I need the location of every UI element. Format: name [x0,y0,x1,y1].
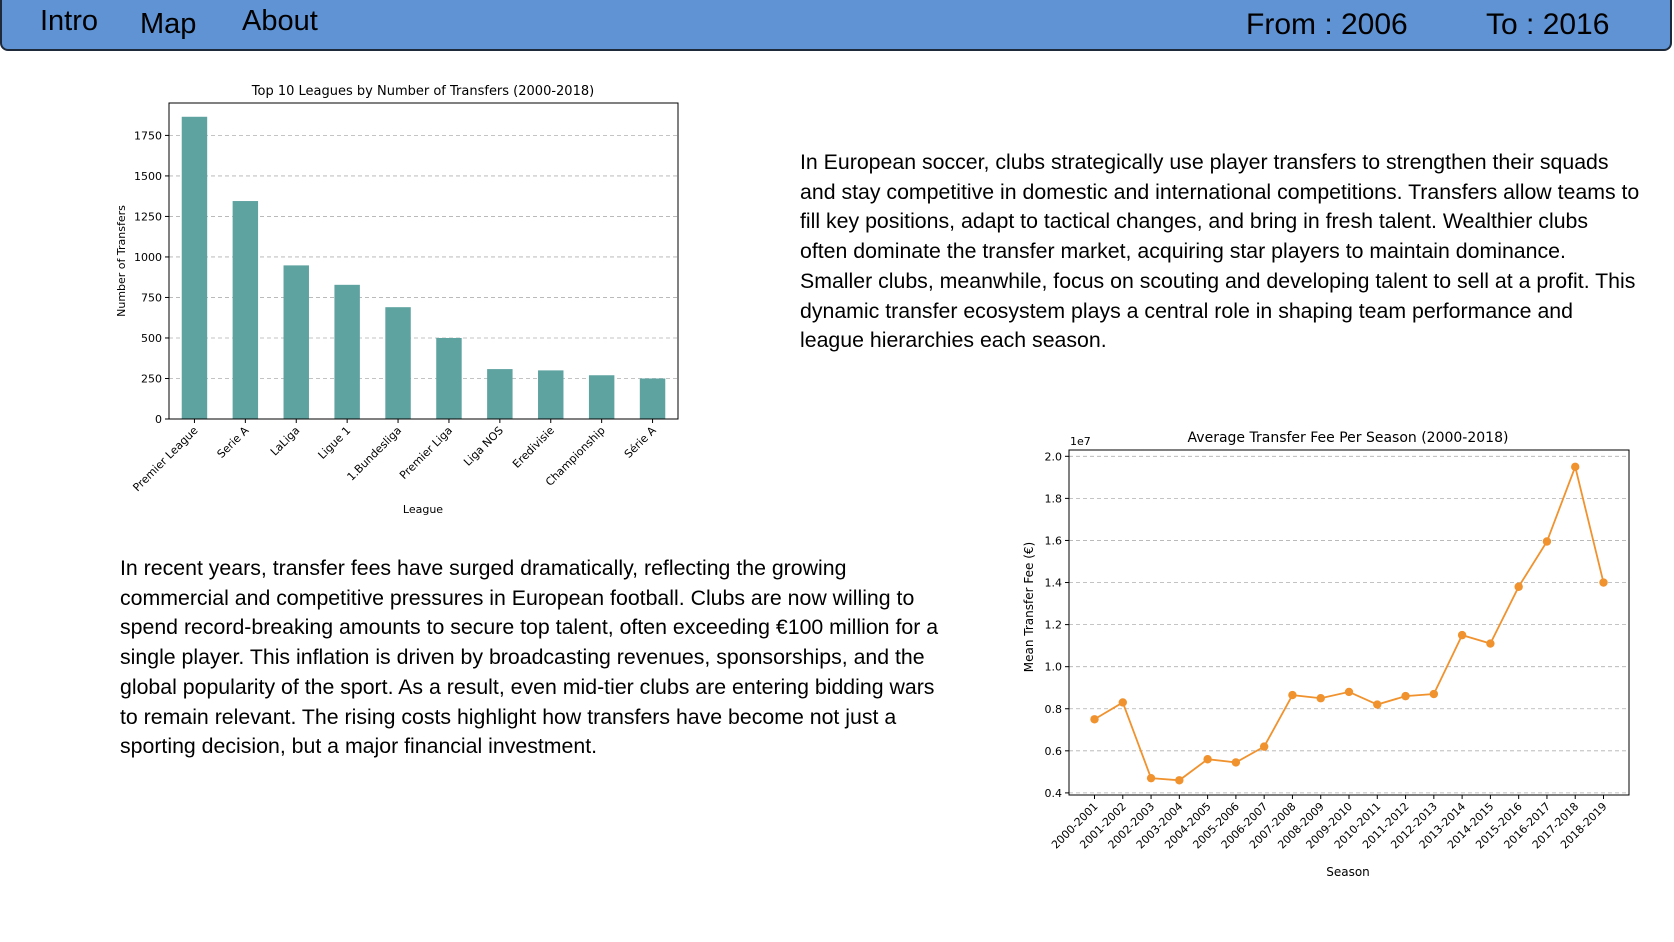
line-point [1231,758,1241,767]
line-point [1118,698,1127,707]
line-point [1316,694,1325,703]
bar-ytick-label: 1500 [134,170,162,183]
bar-xtick-label: Ligue 1 [316,424,354,462]
bar-chart-title: Top 10 Leagues by Number of Transfers (2… [251,84,594,99]
bar-mark [487,369,513,419]
line-point [1599,578,1608,587]
line-point [1090,715,1099,724]
nav-about-link[interactable]: About [242,5,318,37]
line-point [1457,630,1467,640]
line-point [1373,700,1382,709]
line-point [1514,582,1523,591]
bar-mark [588,375,615,419]
bar-xtick-label: LaLiga [268,424,302,458]
bar-ytick-label: 750 [141,291,162,304]
average-fee-line-chart: Average Transfer Fee Per Season (2000-20… [1022,430,1630,879]
fees-paragraph: In recent years, transfer fees have surg… [120,556,939,759]
line-point [1486,639,1495,648]
bar-mark [283,265,309,419]
line-point [1146,773,1156,783]
line-chart-frame [1068,449,1630,796]
line-ytick-label: 1.6 [1045,534,1063,547]
line-ytick-label: 1.2 [1045,619,1063,632]
line-ytick-label: 1.8 [1045,492,1063,505]
to-year-label[interactable]: To : 2016 [1486,8,1610,41]
bar-chart-frame [168,102,679,420]
line-point [1542,537,1552,546]
bar-ytick-label: 1750 [134,129,162,142]
line-point [1259,742,1269,751]
navbar: Intro Map About From : 2006 To : 2016 [0,0,1672,51]
line-chart-ylabel: Mean Transfer Fee (€) [1022,542,1036,672]
league-transfers-bar-chart: Top 10 Leagues by Number of Transfers (2… [115,84,679,516]
bar-ytick-label: 1000 [134,251,162,264]
bar-xtick-label: Serie A [215,424,252,461]
nav-intro-link[interactable]: Intro [40,5,99,37]
bar-xtick-label: 1.Bundesliga [345,424,405,484]
bar-mark [385,307,411,419]
line-series [1094,463,1605,782]
bar-ytick-label: 250 [141,372,162,385]
bar-xtick-label: Liga NOS [461,424,506,469]
bar-chart-xlabel: League [403,503,443,516]
line-ytick-label: 0.8 [1045,703,1063,716]
bar-mark [538,370,564,419]
from-year-label[interactable]: From : 2006 [1246,8,1408,41]
bar-ytick-label: 500 [141,332,162,345]
bar-mark [334,284,360,419]
line-ytick-label: 0.6 [1045,745,1063,758]
line-chart-title: Average Transfer Fee Per Season (2000-20… [1188,430,1509,446]
line-point [1344,687,1354,697]
line-ytick-label: 2.0 [1045,450,1063,463]
bar-mark [181,116,208,420]
bar-ytick-label: 0 [155,413,162,426]
line-point [1288,690,1297,700]
bar-xtick-label: Série A [622,424,659,461]
line-point [1571,462,1580,472]
line-point [1203,755,1212,764]
bar-mark [232,201,259,419]
bar-ytick-label: 1250 [134,210,162,223]
line-ytick-label: 1.4 [1045,577,1063,590]
intro-paragraph: In European soccer, clubs strategically … [800,150,1640,353]
line-point [1401,691,1410,701]
nav-map-link[interactable]: Map [140,8,197,40]
line-chart-offset-label: 1e7 [1070,435,1091,448]
bar-xtick-label: Eredivisie [510,424,557,471]
line-ytick-label: 1.0 [1045,661,1063,674]
line-point [1429,689,1439,699]
bar-xtick-label: Premier Liga [397,424,455,482]
bar-chart-ylabel: Number of Transfers [115,205,128,317]
line-ytick-label: 0.4 [1045,787,1063,800]
bar-mark [436,337,462,419]
line-chart-xlabel: Season [1326,865,1370,879]
bar-mark [639,378,666,419]
line-point [1175,776,1184,785]
bar-xtick-label: Premier League [130,424,200,494]
